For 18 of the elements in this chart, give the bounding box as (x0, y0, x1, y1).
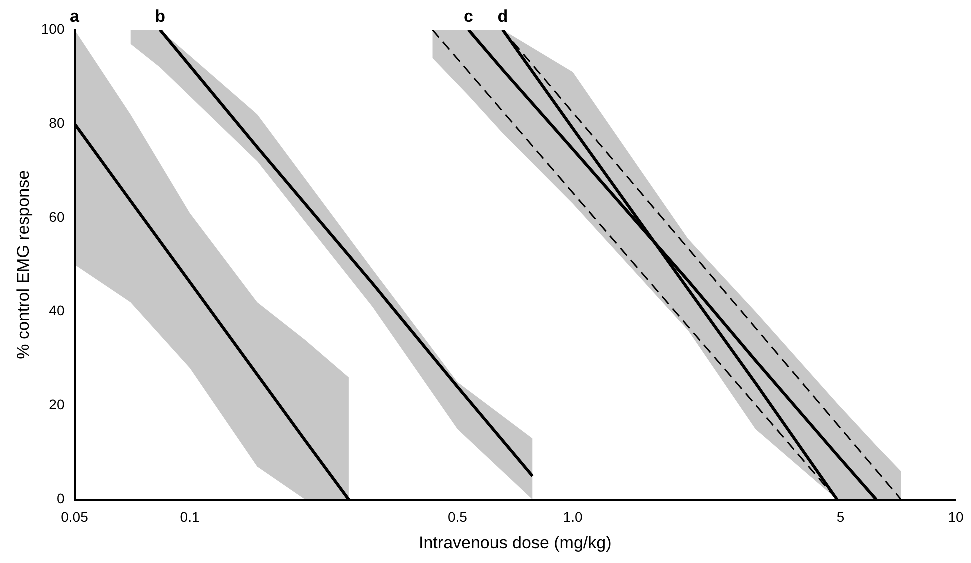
y-tick-label: 0 (56, 490, 65, 507)
x-tick-label: 10 (948, 509, 964, 526)
y-tick-label: 40 (49, 302, 65, 319)
y-tick-label: 100 (41, 20, 65, 37)
x-tick-label: 0.5 (448, 509, 468, 526)
y-tick-label: 60 (49, 208, 65, 225)
annotation: c (464, 7, 474, 26)
y-tick-label: 20 (49, 396, 65, 413)
y-tick-label: 80 (49, 114, 65, 131)
annotation: a (70, 7, 80, 26)
x-axis-title: Intravenous dose (mg/kg) (418, 533, 612, 552)
x-tick-label: 0.1 (180, 509, 200, 526)
y-axis-title: % control EMG response (14, 170, 33, 360)
x-tick-label: 0.05 (61, 509, 89, 526)
annotation: b (155, 7, 166, 26)
x-tick-label: 1.0 (563, 509, 583, 526)
annotation: d (498, 7, 508, 26)
x-tick-label: 5 (836, 509, 845, 526)
